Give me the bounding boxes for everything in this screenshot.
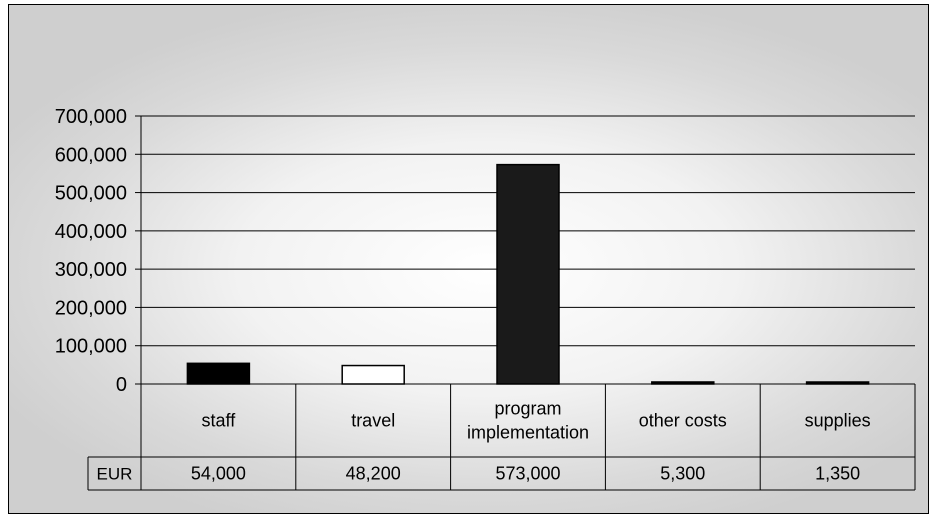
y-tick-labels: 0 100,000 200,000 300,000 400,000 500,000 600,… <box>55 106 127 396</box>
y-tick-label: 200,000 <box>55 297 127 319</box>
bar-chart: 0 100,000 200,000 300,000 400,000 500,000 600,… <box>55 106 916 491</box>
chart-frame: 0 100,000 200,000 300,000 400,000 500,000 600,… <box>8 4 929 514</box>
bars <box>186 163 870 385</box>
bar-travel <box>341 364 405 385</box>
data-table: EUR staff travel program implementation other… <box>87 383 916 491</box>
y-tick-label: 300,000 <box>55 259 127 281</box>
table-value-cell: 573,000 <box>495 464 560 484</box>
y-tick-label: 100,000 <box>55 336 127 358</box>
y-tick-label: 700,000 <box>55 106 127 128</box>
table-value-cell: 54,000 <box>191 464 246 484</box>
y-tick-label: 600,000 <box>55 144 127 166</box>
bar-staff <box>186 362 251 385</box>
category-label: travel <box>351 411 395 431</box>
table-value-cell: 5,300 <box>660 464 705 484</box>
table-value-cell: 48,200 <box>346 464 401 484</box>
y-tick-label: 500,000 <box>55 183 127 205</box>
category-label: implementation <box>467 423 589 443</box>
category-label: staff <box>202 411 237 431</box>
series-label: EUR <box>97 465 133 484</box>
y-tick-label: 0 <box>116 374 127 396</box>
axes <box>135 115 142 385</box>
category-label: supplies <box>805 411 871 431</box>
category-label: program <box>494 399 561 419</box>
category-label: other costs <box>639 411 727 431</box>
table-value-cell: 1,350 <box>815 464 860 484</box>
bar-program-implementation <box>496 163 560 385</box>
y-tick-label: 400,000 <box>55 221 127 243</box>
